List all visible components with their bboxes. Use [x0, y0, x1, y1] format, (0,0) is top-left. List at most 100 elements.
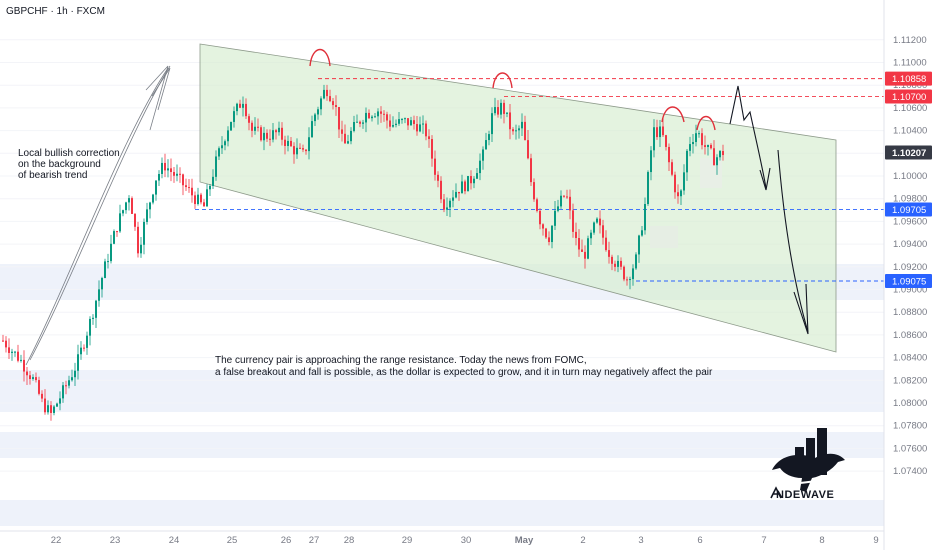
candle-body: [152, 194, 154, 203]
candle-body: [86, 335, 88, 348]
candle-body: [23, 359, 25, 372]
candle-body: [527, 140, 529, 159]
candle-body: [284, 139, 286, 146]
candle-body: [497, 107, 499, 115]
candle-body: [530, 158, 532, 183]
candle-body: [506, 112, 508, 114]
candle-body: [437, 174, 439, 181]
y-tick-label: 1.08200: [893, 375, 927, 386]
candle-body: [398, 119, 400, 124]
y-tick-label: 1.08600: [893, 330, 927, 341]
brand-logo: NDEWAVE: [770, 428, 845, 501]
candle-body: [488, 134, 490, 141]
y-tick-label: 1.09200: [893, 262, 927, 273]
candle-body: [410, 120, 412, 126]
candle-body: [665, 135, 667, 147]
candle-body: [224, 141, 226, 146]
candle-body: [296, 147, 298, 155]
candle-body: [140, 244, 142, 254]
candle-body: [221, 145, 223, 149]
bottom-note-line-2: a false breakout and fall is possible, a…: [215, 367, 713, 378]
candle-body: [470, 176, 472, 184]
candle-body: [131, 198, 133, 214]
candle-body: [149, 202, 151, 210]
candle-body: [278, 127, 280, 133]
candle-body: [584, 251, 586, 259]
candle-body: [485, 140, 487, 150]
left-note-line-1: Local bullish correction: [18, 148, 120, 159]
candle-body: [170, 168, 172, 173]
candle-body: [425, 123, 427, 137]
candle-body: [239, 103, 241, 108]
candle-body: [359, 121, 361, 124]
candle-body: [248, 116, 250, 123]
candle-body: [641, 230, 643, 236]
y-tick-label: 1.08800: [893, 307, 927, 318]
candle-body: [113, 231, 115, 244]
candle-body: [602, 225, 604, 238]
candle-body: [362, 122, 364, 124]
brand-a-glyph: [770, 486, 782, 499]
candle-body: [623, 266, 625, 280]
candle-body: [89, 318, 91, 336]
candle-body: [146, 209, 148, 222]
candle-body: [128, 198, 130, 203]
x-axis[interactable]: 22 23 24 25 26 27 28 29 30 May 2 3 6 7 8 9: [51, 535, 879, 546]
bg-band-3: [0, 500, 884, 526]
candle-body: [677, 192, 679, 197]
candle-body: [350, 130, 352, 142]
candle-body: [182, 174, 184, 186]
candle-body: [200, 194, 202, 203]
candle-body: [419, 124, 421, 132]
descending-channel[interactable]: [199, 43, 837, 353]
x-tick-label: 29: [402, 535, 413, 546]
candle-body: [95, 300, 97, 318]
candle-body: [392, 125, 394, 127]
candle-body: [323, 89, 325, 99]
price-badge: [885, 273, 932, 288]
candle-body: [566, 196, 568, 198]
bottom-note-line-1: The currency pair is approaching the ran…: [215, 355, 587, 366]
candle-body: [704, 145, 706, 147]
candle-body: [299, 147, 301, 149]
candle-body: [158, 173, 160, 181]
y-tick-label: 1.09400: [893, 239, 927, 250]
bullish-correction-arrow-line2: [29, 65, 171, 361]
candle-body: [281, 127, 283, 140]
candle-body: [29, 375, 31, 380]
candle-body: [467, 176, 469, 192]
candle-body: [197, 194, 199, 205]
candle-body: [494, 107, 496, 114]
x-tick-label: 24: [169, 535, 180, 546]
y-tick-label: 1.11200: [893, 35, 927, 46]
candle-body: [110, 243, 112, 262]
y-tick-label: 1.09000: [893, 285, 927, 296]
candle-body: [491, 113, 493, 135]
candle-body: [638, 235, 640, 255]
candle-body: [422, 123, 424, 125]
candle-body: [245, 103, 247, 117]
candle-body: [365, 112, 367, 123]
candle-body: [482, 149, 484, 161]
current-price-label: 1.10207: [892, 148, 926, 159]
bull-icon: [772, 453, 845, 492]
candle-body: [290, 140, 292, 147]
candle-body: [266, 132, 268, 139]
candle-body: [11, 351, 13, 353]
candle-body: [647, 172, 649, 205]
bullish-correction-arrow: [25, 67, 169, 366]
candle-body: [92, 317, 94, 319]
candle-body: [476, 173, 478, 179]
candle-body: [302, 148, 304, 150]
candle-body: [53, 406, 55, 413]
candle-body: [533, 182, 535, 200]
current-price-badge: [885, 145, 932, 160]
symbol-header[interactable]: GBPCHF · 1h · FXCM: [6, 6, 105, 17]
y-tick-label: 1.11000: [893, 58, 927, 69]
candle-body: [377, 111, 379, 117]
candle-body: [176, 173, 178, 176]
candle-body: [203, 202, 205, 207]
y-tick-label: 1.10800: [893, 80, 927, 91]
y-tick-label: 1.07800: [893, 421, 927, 432]
